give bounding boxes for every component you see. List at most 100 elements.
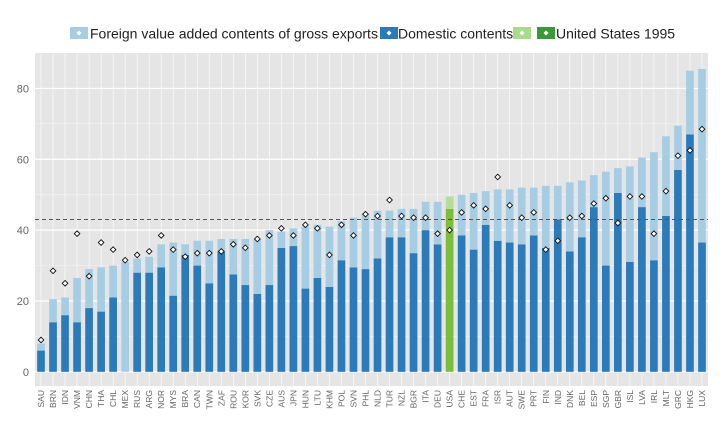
bar-domestic-dnk — [565, 251, 574, 372]
marker-dnk — [566, 214, 574, 222]
y-tick-label: 0 — [23, 367, 29, 379]
marker-arg — [145, 247, 153, 255]
bar-foreign-esp — [589, 175, 598, 208]
x-tick-label: NZL — [397, 390, 407, 406]
marker-irl — [650, 230, 658, 238]
bar-domestic-lva — [638, 207, 646, 372]
bar-foreign-est — [469, 192, 478, 250]
bar-domestic-irl — [650, 260, 658, 372]
marker-svn — [350, 232, 357, 239]
bar-domestic-nor — [157, 267, 166, 372]
bar-foreign-mys — [169, 242, 178, 296]
bar-domestic-zaf — [217, 251, 226, 372]
marker-mys — [169, 246, 177, 254]
marker-hkg — [686, 146, 694, 154]
bar-domestic-bra — [181, 254, 190, 372]
bar-foreign-sgp — [602, 171, 610, 266]
bar-domestic-bgr — [409, 253, 418, 372]
x-axis: SAU BRN IDN VNM CHN THA CHL MEX RUS ARG NOR MYS BRA C… — [36, 390, 707, 410]
bar-foreign-ltu — [313, 224, 322, 278]
bar-foreign-vnm — [73, 277, 81, 323]
marker-rou — [229, 240, 237, 248]
marker-vnm — [73, 230, 81, 238]
marker-deu — [434, 230, 442, 238]
x-tick-label: DNK — [565, 390, 575, 408]
x-tick-label: CHN — [84, 390, 94, 408]
marker-khm — [326, 251, 333, 259]
x-tick-label: EST — [469, 390, 479, 407]
white-diamond-marker-icon — [543, 30, 549, 36]
marker-fra — [482, 205, 490, 213]
bar-foreign-arg — [145, 256, 154, 273]
bar-domestic-can — [193, 265, 202, 372]
marker-fin — [542, 246, 550, 254]
y-axis: 0 20 40 60 80 — [17, 83, 29, 378]
bar-foreign-ind — [553, 185, 562, 220]
bar-foreign-isl — [626, 166, 634, 263]
x-tick-label: ISR — [493, 390, 503, 404]
marker-chl — [109, 246, 117, 254]
x-tick-label: POL — [336, 390, 346, 407]
white-diamond-marker-icon — [386, 30, 392, 36]
bar-foreign-lva — [638, 157, 646, 208]
legend-item-usa-light — [513, 27, 531, 39]
marker-gbr — [614, 219, 622, 227]
x-tick-label: SGP — [601, 390, 611, 408]
x-tick-label: LTU — [312, 390, 322, 405]
marker-isr — [494, 173, 502, 181]
marker-tur — [386, 196, 393, 204]
x-tick-label: FRA — [481, 390, 491, 407]
bar-domestic-hkg — [686, 134, 694, 372]
marker-sau — [37, 336, 45, 344]
x-tick-label: BGR — [409, 390, 419, 408]
marker-usa — [446, 226, 454, 234]
bar-foreign-bgr — [409, 208, 418, 254]
bar-foreign-cze — [265, 230, 274, 286]
x-tick-label: TWN — [204, 390, 214, 409]
legend: Foreign value added contents of gross ex… — [70, 26, 675, 42]
bar-domestic-svk — [253, 293, 262, 372]
bar-domestic-mlt — [662, 215, 670, 372]
bar-foreign-irl — [650, 152, 658, 261]
bar-domestic-svn — [349, 267, 358, 372]
bar-domestic-deu — [433, 244, 442, 372]
bar-domestic-fra — [481, 224, 490, 372]
x-tick-label: ARG — [144, 390, 154, 408]
bar-domestic-idn — [61, 315, 69, 372]
bar-domestic-chl — [109, 297, 117, 372]
bar-domestic-ita — [421, 230, 430, 372]
bar-foreign-mlt — [662, 136, 670, 216]
bar-foreign-aut — [505, 189, 514, 243]
bar-foreign-sau — [37, 343, 45, 351]
bar-foreign-fin — [541, 185, 550, 248]
bar-foreign-nld — [373, 210, 382, 259]
marker-grc — [674, 152, 682, 160]
x-tick-label: HUN — [300, 390, 310, 408]
x-tick-label: GRC — [673, 390, 683, 409]
x-tick-label: ISL — [625, 390, 635, 403]
bar-foreign-rou — [229, 238, 238, 275]
marker-che — [458, 208, 466, 216]
legend-label-domestic: Domestic contents — [398, 26, 513, 42]
bar-domestic-pol — [337, 260, 346, 372]
marker-aut — [506, 201, 514, 209]
x-tick-label: ESP — [589, 390, 599, 407]
bar-domestic-jpn — [289, 246, 298, 372]
bar-foreign-kor — [241, 238, 250, 286]
bar-foreign-grc — [674, 125, 682, 170]
bar-domestic-isl — [626, 262, 634, 372]
x-tick-label: SVN — [348, 390, 358, 407]
marker-ltu — [313, 224, 321, 232]
legend-label-foreign: Foreign value added contents of gross ex… — [90, 26, 378, 42]
bar-domestic-bel — [577, 237, 586, 372]
bar-domestic-usa — [445, 208, 454, 372]
bar-domestic-chn — [85, 308, 93, 372]
bar-foreign-isr — [493, 189, 502, 241]
bar-foreign-rus — [133, 258, 141, 273]
marker-kor — [241, 244, 249, 252]
bar-domestic-kor — [241, 285, 250, 372]
bar-foreign-chl — [109, 265, 117, 298]
legend-label-usa-1995: United States 1995 — [556, 26, 675, 42]
marker-jpn — [289, 232, 297, 239]
